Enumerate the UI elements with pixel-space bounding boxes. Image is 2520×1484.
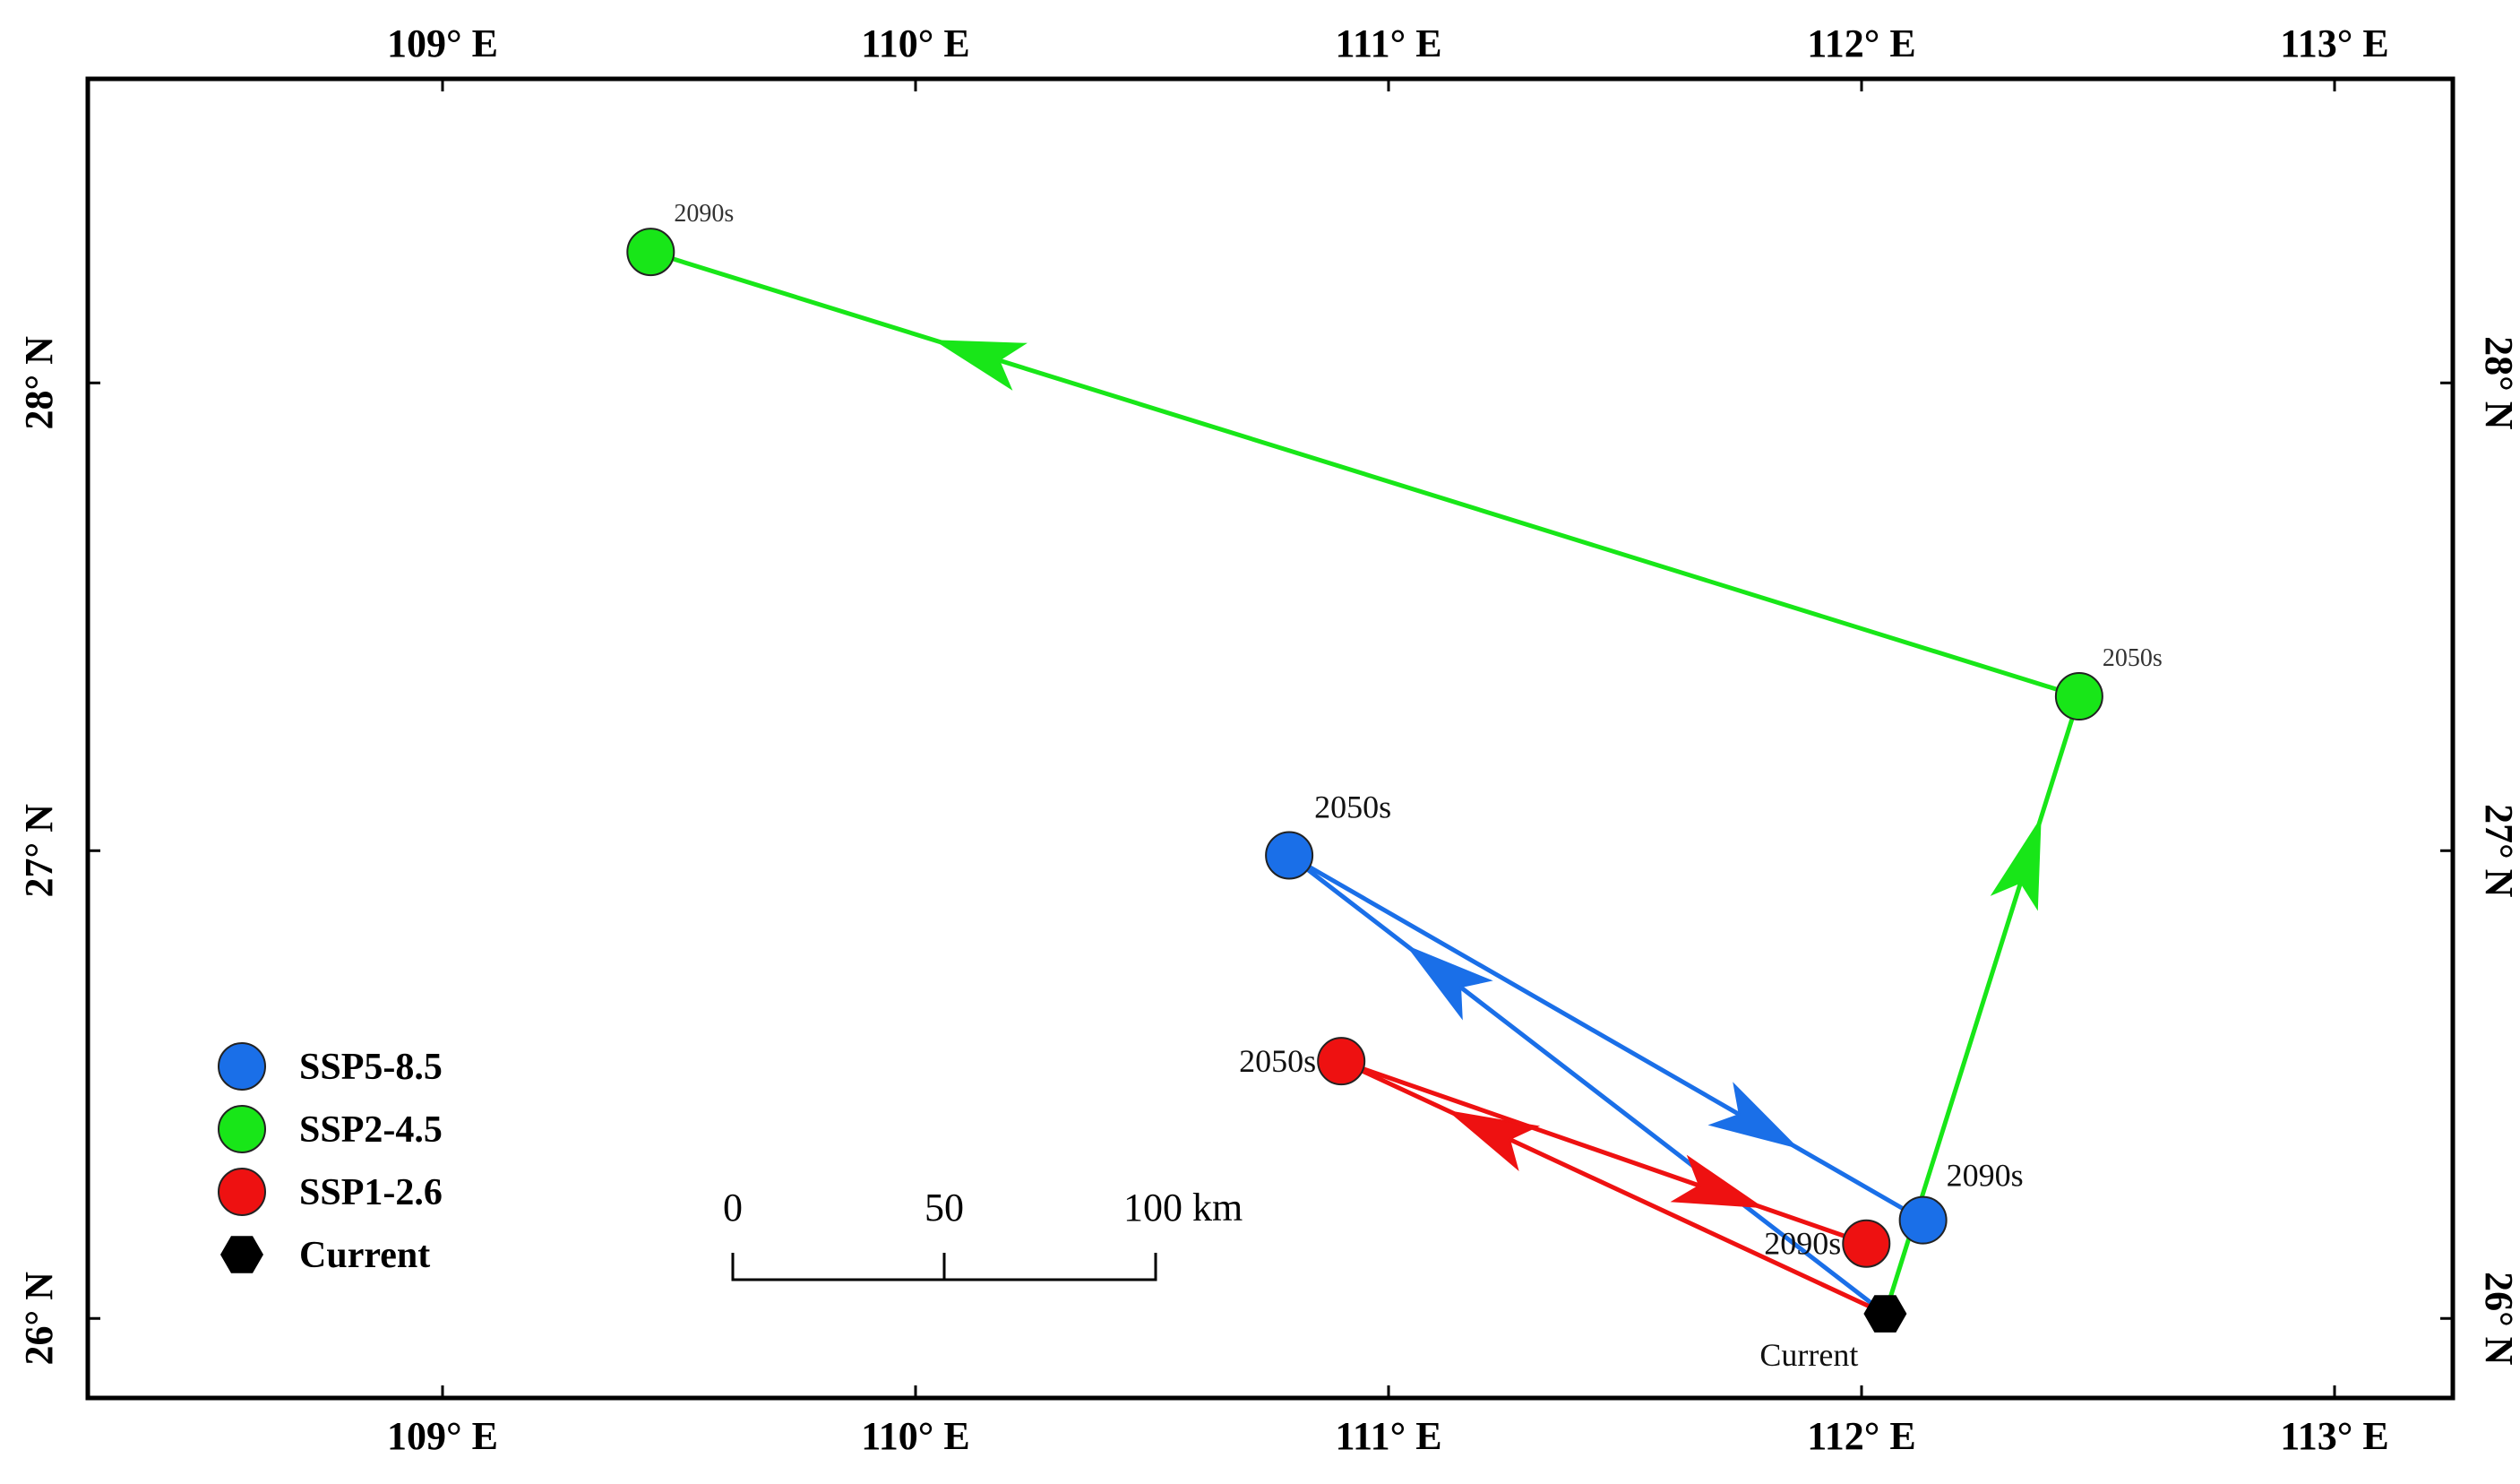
graticule-ticks <box>88 79 2453 1398</box>
track-ssp2-4-5-2050s-arrowhead <box>1990 816 2042 911</box>
point-label-ssp2-4-5-2050s: 2050s <box>2103 644 2163 672</box>
legend: SSP5-8.5 SSP2-4.5 SSP1-2.6 Current <box>218 1042 443 1276</box>
scale-bar-line <box>731 1253 1157 1281</box>
point-label-layer: 2050s 2090s 2050s 2090s 2050s 2090s Current <box>674 200 2162 1373</box>
legend-label-ssp5-8-5: SSP5-8.5 <box>299 1047 443 1088</box>
marker-ssp1-2-6-2050s <box>1317 1037 1366 1086</box>
lon-label-top: 111° E <box>1335 22 1441 65</box>
track-ssp5-8-5-2050s-arrowhead <box>1406 945 1493 1021</box>
track-ssp1-2-6-2050s <box>1338 1058 1888 1316</box>
axis-labels: 109° E 109° E 110° E 110° E 111° E 111° E 112°… <box>17 22 2520 1458</box>
marker-current <box>1863 1295 1907 1333</box>
lon-label-bottom: 111° E <box>1335 1414 1441 1458</box>
marker-ssp2-4-5-2090s <box>626 228 675 277</box>
marker-layer <box>626 228 2103 1333</box>
lat-label-right: 28° N <box>2477 336 2520 430</box>
marker-ssp5-8-5-2090s <box>1898 1195 1948 1245</box>
marker-ssp1-2-6-2090s <box>1842 1219 1891 1268</box>
scale-bar-tick-0: 0 <box>723 1186 743 1229</box>
legend-swatch-current <box>220 1236 263 1273</box>
point-label-ssp2-4-5-2090s: 2090s <box>674 200 734 228</box>
track-ssp1-2-6-2090s-arrowhead <box>1670 1154 1765 1209</box>
point-label-current: Current <box>1759 1337 1858 1373</box>
point-label-ssp5-8-5-2090s: 2090s <box>1947 1158 2024 1194</box>
lon-label-bottom: 112° E <box>1807 1414 1916 1458</box>
track-ssp1-2-6-2090s <box>1338 1058 1869 1247</box>
point-label-ssp1-2-6-2050s: 2050s <box>1239 1043 1316 1079</box>
lat-label-left: 27° N <box>17 804 61 898</box>
lat-label-right: 27° N <box>2477 804 2520 898</box>
map-frame <box>85 76 2455 1401</box>
lat-label-left: 26° N <box>17 1272 61 1366</box>
scale-bar-tick-100: 100 km <box>1123 1186 1243 1229</box>
legend-label-current: Current <box>299 1235 430 1276</box>
lon-label-top: 113° E <box>2280 22 2389 65</box>
point-label-ssp1-2-6-2090s: 2090s <box>1764 1226 1841 1262</box>
legend-swatch-ssp1-2-6 <box>218 1168 266 1216</box>
track-ssp5-8-5-2090s <box>1286 852 1926 1223</box>
lon-label-top: 109° E <box>387 22 498 65</box>
scale-bar: 0 50 100 km <box>723 1186 1243 1281</box>
legend-label-ssp2-4-5: SSP2-4.5 <box>299 1109 443 1151</box>
lat-label-right: 26° N <box>2477 1272 2520 1366</box>
track-ssp5-8-5-2090s-arrowhead <box>1707 1082 1800 1150</box>
lon-label-bottom: 113° E <box>2280 1414 2389 1458</box>
marker-ssp5-8-5-2050s <box>1265 831 1314 880</box>
legend-swatch-ssp2-4-5 <box>218 1105 266 1153</box>
point-label-ssp5-8-5-2050s: 2050s <box>1314 789 1391 824</box>
legend-swatch-ssp5-8-5 <box>218 1042 266 1091</box>
lon-label-top: 112° E <box>1807 22 1916 65</box>
legend-label-ssp1-2-6: SSP1-2.6 <box>299 1172 443 1213</box>
lon-label-bottom: 110° E <box>861 1414 970 1458</box>
track-ssp1-2-6-2050s-arrowhead <box>1447 1109 1541 1171</box>
marker-ssp2-4-5-2050s <box>2054 672 2103 721</box>
trajectory-layer <box>648 249 2082 1316</box>
track-ssp2-4-5-2090s-arrowhead <box>933 340 1028 391</box>
lat-label-left: 28° N <box>17 336 61 430</box>
track-ssp2-4-5-2090s <box>648 249 2082 699</box>
lon-label-bottom: 109° E <box>387 1414 498 1458</box>
track-ssp5-8-5-2050s <box>1286 852 1888 1316</box>
lon-label-top: 110° E <box>861 22 970 65</box>
scale-bar-tick-50: 50 <box>925 1186 964 1229</box>
